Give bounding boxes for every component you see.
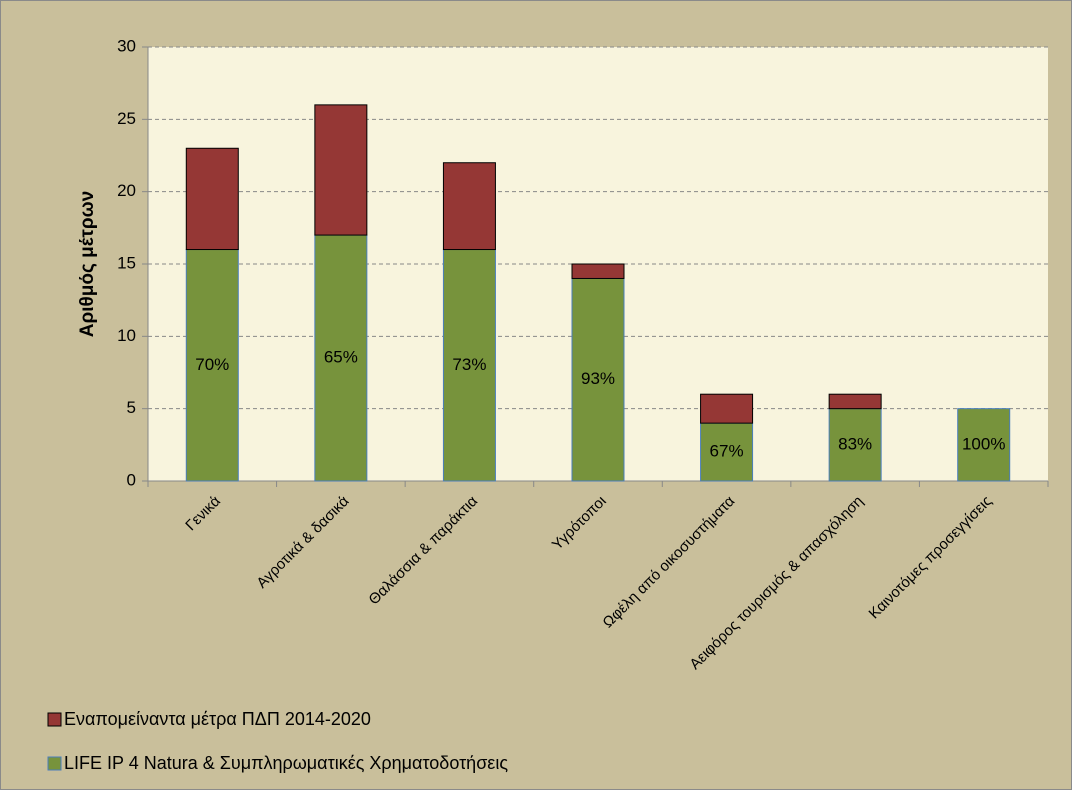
y-tick-label: 20 [117, 181, 136, 200]
legend-swatch [47, 712, 62, 727]
y-tick-label: 0 [127, 470, 136, 489]
y-tick-label: 15 [117, 253, 136, 272]
bar-label: 83% [838, 434, 872, 453]
bar-segment [185, 147, 239, 251]
bar-label: 65% [324, 348, 358, 367]
bar-label: 73% [452, 355, 486, 374]
bar-segment [314, 104, 368, 236]
legend-swatch [47, 756, 62, 771]
bar-segment [700, 422, 754, 482]
bar-label: 100% [962, 434, 1005, 453]
bar-segment [957, 408, 1011, 482]
y-axis-label: Αριθμός μέτρων [77, 191, 98, 337]
bar-segment [185, 249, 239, 482]
y-tick-label: 25 [117, 109, 136, 128]
y-tick-label: 5 [127, 398, 136, 417]
bar-segment [828, 408, 882, 482]
legend-label: LIFE IP 4 Natura & Συμπληρωματικές Χρημα… [64, 753, 508, 773]
bar-segment [442, 162, 496, 251]
bar-segment [700, 393, 754, 424]
bar-segment [314, 234, 368, 482]
bar-label: 67% [710, 442, 744, 461]
legend-label: Εναπομείναντα μέτρα ΠΔΠ 2014-2020 [64, 709, 371, 729]
y-tick-label: 30 [117, 36, 136, 55]
bar-segment [828, 393, 882, 410]
bar-segment [442, 249, 496, 482]
bar-label: 93% [581, 369, 615, 388]
y-tick-label: 10 [117, 326, 136, 345]
bar-label: 70% [195, 355, 229, 374]
bar-segment [571, 263, 625, 279]
